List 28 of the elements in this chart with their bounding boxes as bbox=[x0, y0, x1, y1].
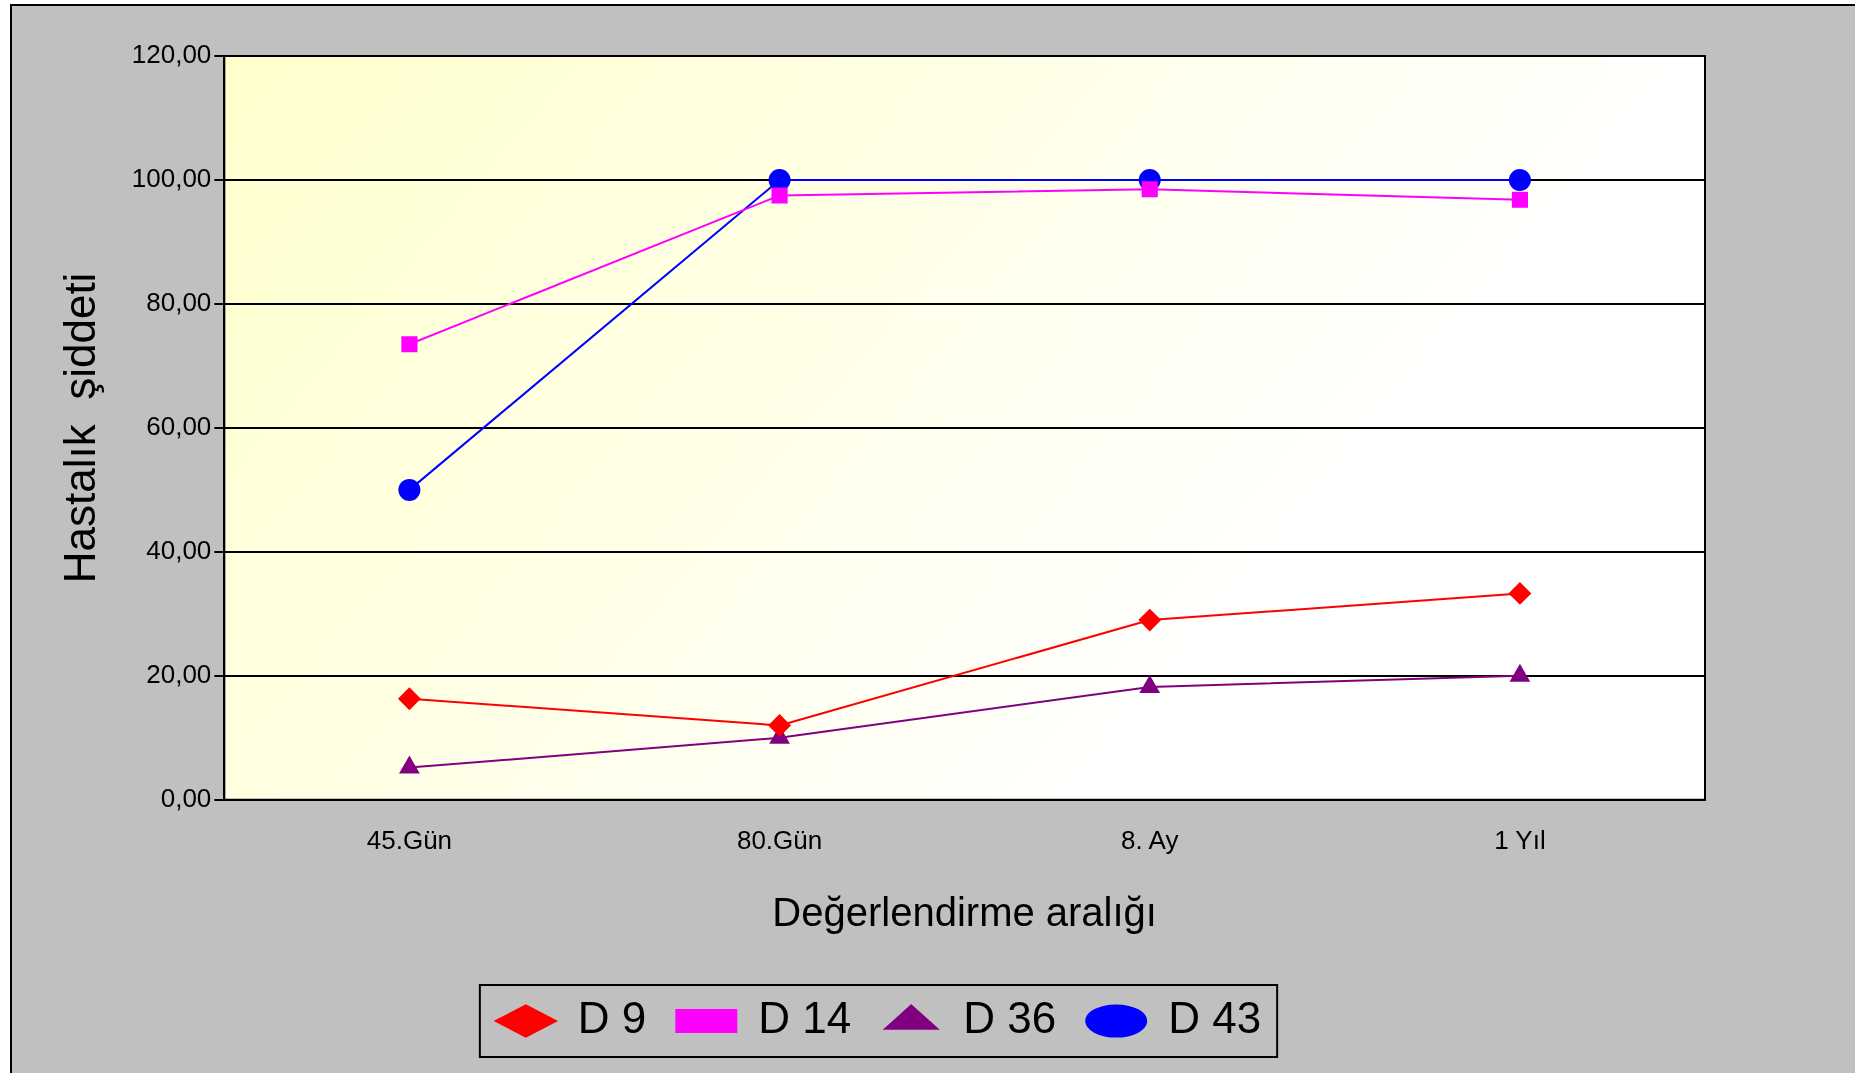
y-axis-title: Hastalık şiddeti bbox=[54, 272, 104, 584]
x-tick-label: 80.Gün bbox=[736, 824, 823, 855]
y-tick-label: 120,00 bbox=[131, 39, 212, 70]
legend-label: D 9 bbox=[577, 993, 647, 1043]
point bbox=[1138, 609, 1161, 632]
point bbox=[401, 336, 418, 353]
point bbox=[1141, 181, 1158, 198]
x-tick-label: 45.Gün bbox=[366, 824, 453, 855]
y-tick-label: 60,00 bbox=[146, 411, 212, 442]
point bbox=[768, 714, 791, 737]
y-tick-label: 20,00 bbox=[146, 659, 212, 690]
y-tick-label: 40,00 bbox=[146, 535, 212, 566]
y-tick-label: 0,00 bbox=[160, 782, 212, 813]
point bbox=[771, 187, 788, 204]
y-tick-label: 80,00 bbox=[146, 287, 212, 318]
point bbox=[398, 478, 421, 501]
legend-label: D 36 bbox=[963, 993, 1057, 1043]
point bbox=[399, 756, 420, 774]
point bbox=[1508, 168, 1531, 191]
point bbox=[398, 687, 421, 710]
legend-label: D 43 bbox=[1168, 993, 1262, 1043]
x-axis-title: Değerlendirme aralığı bbox=[772, 890, 1157, 935]
point bbox=[1511, 191, 1528, 208]
point bbox=[1508, 582, 1531, 605]
legend-label: D 14 bbox=[758, 993, 852, 1043]
x-tick-label: 8. Ay bbox=[1121, 824, 1179, 855]
x-tick-label: 1 Yıl bbox=[1494, 824, 1546, 855]
y-tick-label: 100,00 bbox=[131, 163, 212, 194]
